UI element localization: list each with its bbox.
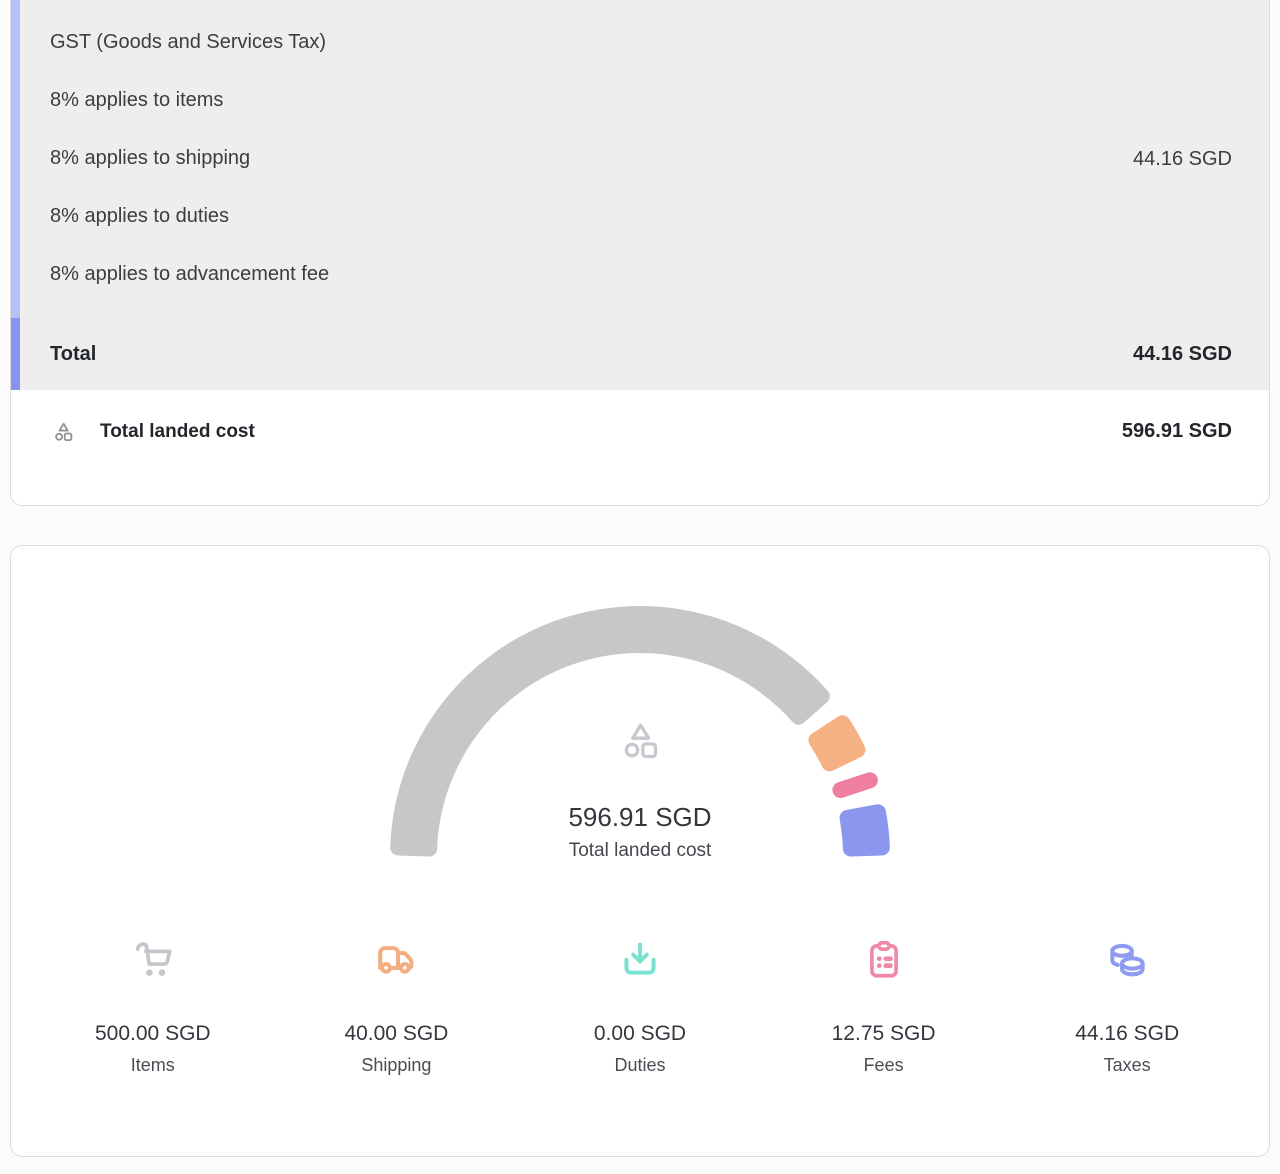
stat-value: 0.00 SGD bbox=[593, 1022, 687, 1045]
stat-item-shipping: 40.00 SGD Shipping bbox=[275, 938, 519, 1076]
stat-item-fees: 12.75 SGD Fees bbox=[762, 938, 1006, 1076]
gauge-arc-svg bbox=[390, 606, 890, 857]
tax-line: 8% applies to shipping bbox=[50, 147, 251, 169]
stat-value: 500.00 SGD bbox=[95, 1022, 211, 1045]
stat-label: Fees bbox=[863, 1055, 904, 1075]
gauge-segment bbox=[839, 804, 890, 857]
shapes-icon bbox=[55, 422, 73, 442]
cart-icon bbox=[135, 942, 172, 976]
clipboard-icon bbox=[869, 940, 898, 978]
total-landed-cost-label: Total landed cost bbox=[100, 420, 255, 442]
download-icon bbox=[624, 942, 656, 975]
gauge-segment bbox=[832, 772, 878, 799]
stat-item-taxes: 44.16 SGD Taxes bbox=[1005, 938, 1249, 1076]
stat-value: 44.16 SGD bbox=[1075, 1022, 1180, 1045]
stats-row: 500.00 SGD Items 40.00 SGD Shipping bbox=[31, 938, 1249, 1076]
gauge-center: 596.91 SGD Total landed cost bbox=[568, 718, 712, 862]
stat-label: Duties bbox=[614, 1055, 666, 1075]
tax-group-amount: 44.16 SGD bbox=[1133, 147, 1232, 170]
stat-label: Taxes bbox=[1103, 1055, 1151, 1075]
coins-icon bbox=[1110, 943, 1145, 977]
gauge-center-shapes-icon bbox=[624, 723, 657, 759]
stat-value: 40.00 SGD bbox=[344, 1022, 449, 1045]
total-landed-cost-amount: 596.91 SGD bbox=[1121, 420, 1232, 442]
gauge-card: 596.91 SGD Total landed cost 500.00 SGD … bbox=[10, 545, 1270, 1157]
truck-icon bbox=[378, 946, 414, 974]
stat-item-duties: 0.00 SGD Duties bbox=[518, 938, 762, 1076]
stat-value: 12.75 SGD bbox=[831, 1022, 936, 1045]
gauge-chart: 596.91 SGD Total landed cost bbox=[31, 570, 1249, 880]
tax-group-title: GST (Goods and Services Tax) bbox=[50, 31, 327, 53]
gauge-segment bbox=[808, 715, 866, 772]
stat-item-items: 500.00 SGD Items bbox=[31, 938, 275, 1076]
tax-group-gst: GST (Goods and Services Tax) 8% applies … bbox=[11, 0, 1269, 318]
tax-total-amount: 44.16 SGD bbox=[1133, 342, 1232, 365]
gauge-center-value: 596.91 SGD bbox=[568, 802, 712, 832]
tax-group-lines: GST (Goods and Services Tax) 8% applies … bbox=[20, 0, 1133, 318]
tax-total-row: Total 44.16 SGD bbox=[11, 318, 1269, 390]
tax-line: 8% applies to advancement fee bbox=[50, 263, 330, 285]
breakdown-card: GST (Goods and Services Tax) 8% applies … bbox=[10, 0, 1270, 506]
tax-line: 8% applies to duties bbox=[50, 205, 230, 227]
total-landed-cost-row: Total landed cost 596.91 SGD bbox=[11, 390, 1269, 505]
tax-total-label: Total bbox=[50, 342, 97, 365]
stat-label: Shipping bbox=[361, 1055, 432, 1075]
gauge-center-label: Total landed cost bbox=[568, 840, 712, 861]
stat-label: Items bbox=[130, 1055, 175, 1075]
gauge-segment bbox=[390, 606, 830, 857]
tax-line: 8% applies to items bbox=[50, 89, 224, 111]
